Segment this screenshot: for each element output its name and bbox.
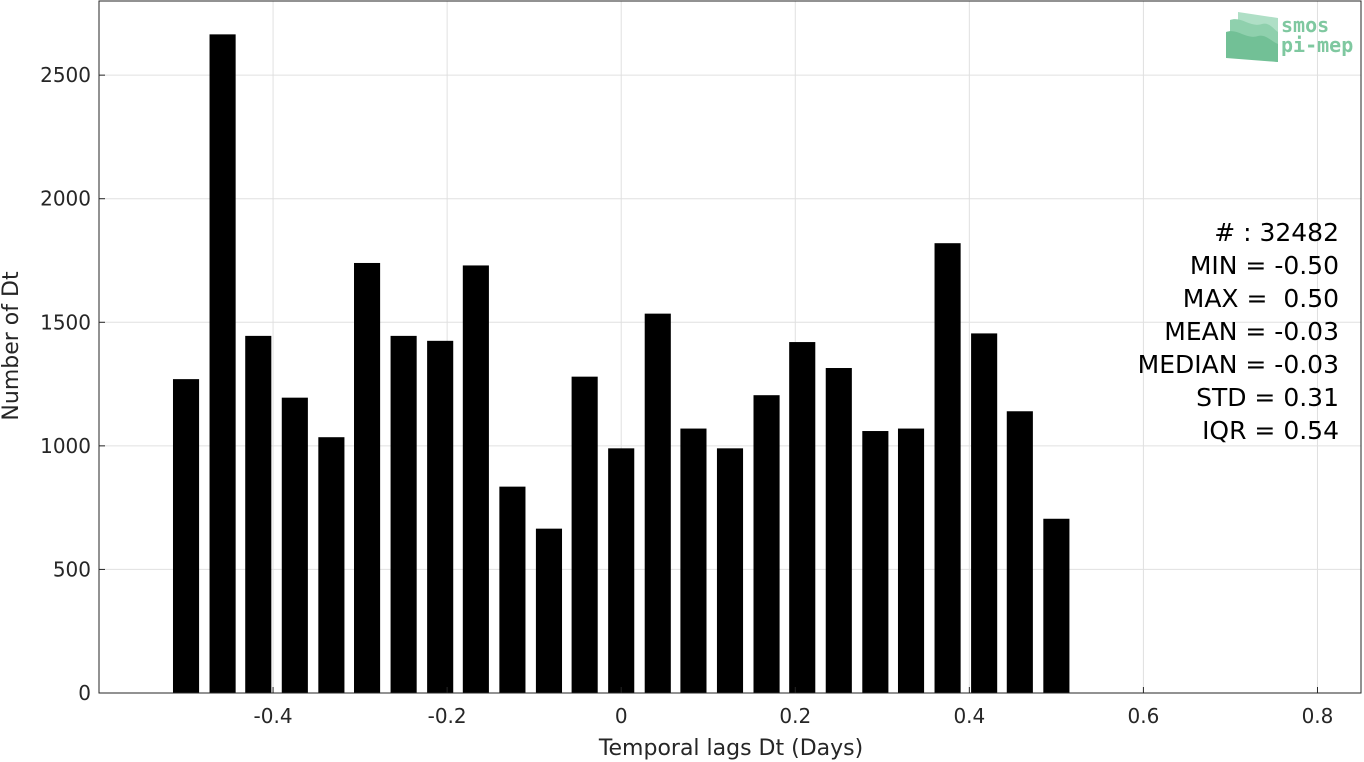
histogram-bar (209, 34, 236, 694)
stats-line: # : 32482 (1214, 218, 1339, 247)
logo-text-pi-mep: pi-mep (1281, 33, 1353, 57)
histogram-bar (281, 397, 308, 693)
y-tick-label: 2500 (40, 63, 91, 87)
histogram-bar (571, 376, 598, 693)
histogram-bar (644, 313, 671, 693)
x-tick-label: -0.4 (254, 704, 293, 728)
histogram-bar (716, 448, 744, 693)
x-tick-label: -0.2 (428, 704, 467, 728)
histogram-bar (680, 428, 707, 693)
stats-line: MAX = 0.50 (1183, 284, 1339, 313)
histogram-bar (789, 342, 816, 693)
histogram-bar (753, 395, 780, 693)
x-tick-label: 0.8 (1302, 704, 1334, 728)
histogram-bar (535, 528, 563, 693)
stats-line: IQR = 0.54 (1202, 416, 1339, 445)
histogram-bar (245, 335, 272, 693)
histogram-bar (1006, 411, 1033, 693)
x-tick-label: 0 (615, 704, 628, 728)
y-tick-label: 1500 (40, 310, 91, 334)
histogram-bar (825, 368, 852, 693)
stats-line: STD = 0.31 (1196, 383, 1339, 412)
histogram-bar (897, 428, 925, 693)
x-tick-label: 0.2 (779, 704, 811, 728)
bars (172, 34, 1070, 694)
stats-line: MEDIAN = -0.03 (1138, 350, 1339, 379)
stats-line: MEAN = -0.03 (1164, 317, 1339, 346)
x-axis-label: Temporal lags Dt (Days) (598, 736, 863, 761)
y-tick-label: 2000 (40, 187, 91, 211)
histogram-bar (318, 437, 345, 693)
y-tick-label: 500 (53, 557, 91, 581)
logo-wave-icon (1226, 12, 1278, 62)
histogram-bar (499, 486, 526, 693)
smos-pi-mep-logo: smos pi-mep (1226, 12, 1353, 62)
x-tick-label: 0.6 (1128, 704, 1160, 728)
x-tick-label: 0.4 (953, 704, 985, 728)
plot-frame (98, 0, 1362, 694)
stats-box: # : 32482 MIN = -0.50 MAX = 0.50 MEAN = -0.… (1138, 218, 1339, 445)
histogram-bar (390, 335, 417, 693)
y-axis-ticks: 0 500 1000 1500 2000 2500 (40, 63, 105, 705)
histogram-bar (862, 431, 889, 693)
histogram-bar (971, 333, 998, 693)
histogram-bar (462, 265, 489, 693)
histogram-bar (427, 340, 454, 693)
histogram-bar (354, 262, 381, 693)
histogram-bar (1043, 518, 1070, 693)
histogram-bar (172, 379, 200, 693)
logo-text-smos: smos (1281, 13, 1329, 37)
y-axis-label: Number of Dt (0, 271, 24, 421)
histogram-bar (934, 243, 961, 693)
x-axis-ticks: -0.4 -0.2 0 0.2 0.4 0.6 0.8 (254, 687, 1334, 728)
histogram-bar (608, 448, 635, 693)
y-tick-label: 0 (78, 681, 91, 705)
y-tick-label: 1000 (40, 434, 91, 458)
stats-line: MIN = -0.50 (1190, 251, 1339, 280)
